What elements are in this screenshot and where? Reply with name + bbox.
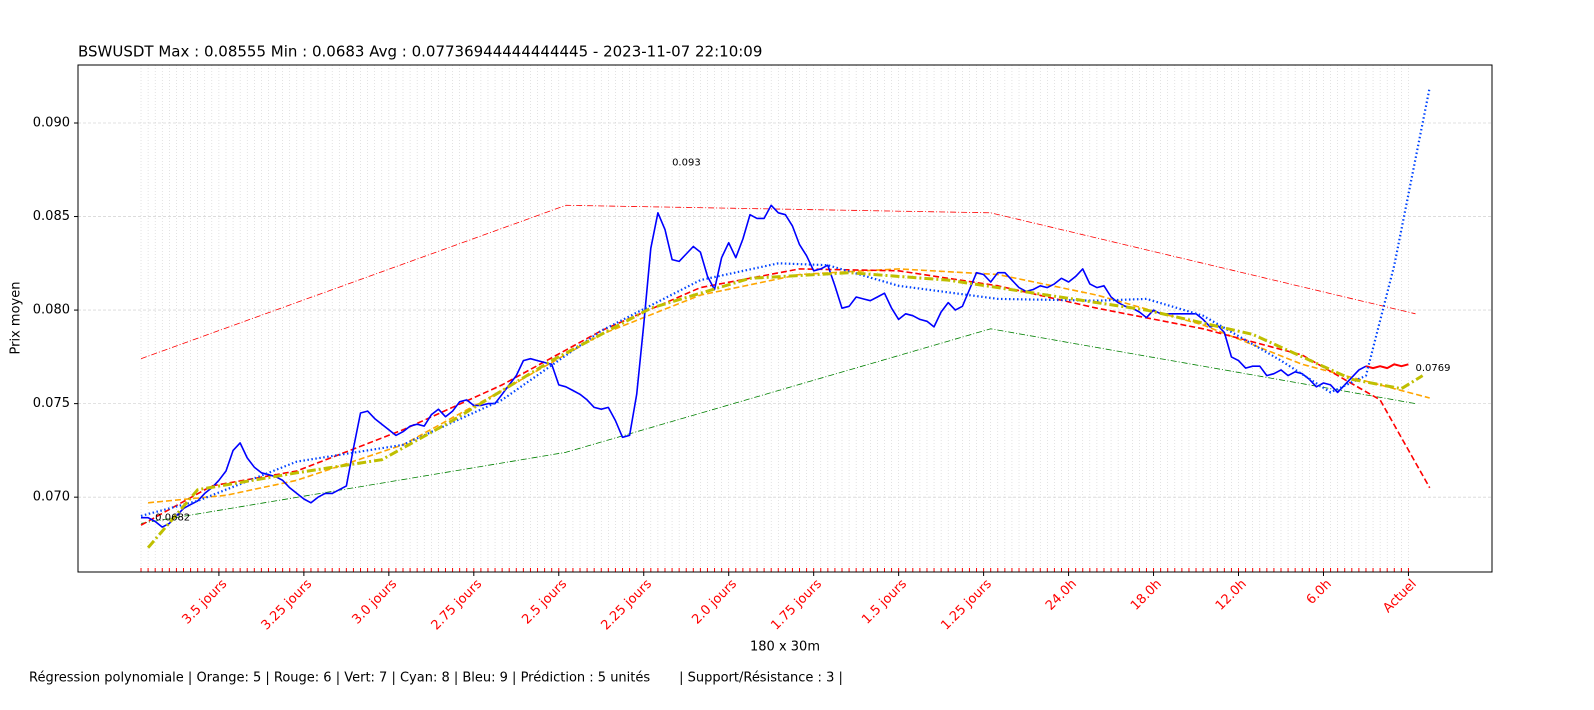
series-line	[148, 268, 1430, 504]
chart-title: BSWUSDT Max : 0.08555 Min : 0.0683 Avg :…	[78, 43, 762, 61]
x-tick-label: 2.25 jours	[598, 577, 655, 634]
series-line	[140, 268, 1431, 526]
x-tick-label: 3.0 jours	[349, 577, 400, 628]
y-axis-label: Prix moyen	[9, 282, 24, 355]
series-line	[1365, 363, 1409, 370]
y-tick-label: 0.070	[33, 490, 70, 505]
series-line	[140, 204, 1416, 360]
y-tick-label: 0.090	[33, 115, 70, 130]
x-tick-label: 3.5 jours	[179, 577, 230, 628]
x-tick-label: 3.25 jours	[259, 577, 316, 634]
x-tick-label: Actuel	[1380, 577, 1419, 616]
annotation: 0.093	[672, 157, 701, 168]
y-tick-label: 0.080	[33, 303, 70, 318]
annotation: 0.0769	[1416, 363, 1451, 374]
x-tick-label: 2.0 jours	[689, 577, 740, 628]
x-tick-label: 2.5 jours	[519, 577, 570, 628]
annotation: 0.0682	[155, 513, 190, 524]
x-tick-label: 1.75 jours	[768, 577, 825, 634]
series-line	[141, 204, 1367, 528]
x-tick-label: 12.0h	[1213, 577, 1250, 614]
y-tick-label: 0.085	[33, 209, 70, 224]
x-tick-label: 2.75 jours	[429, 577, 486, 634]
x-tick-label: 1.5 jours	[859, 577, 910, 628]
x-axis-label: 180 x 30m	[750, 640, 820, 655]
plot-frame	[77, 64, 1493, 573]
series-line	[146, 271, 1424, 549]
series-line	[140, 87, 1431, 517]
x-tick-label: 6.0h	[1304, 577, 1335, 608]
series-line	[140, 328, 1416, 524]
footer-note: Régression polynomiale | Orange: 5 | Rou…	[29, 671, 843, 686]
y-tick-label: 0.075	[33, 396, 70, 411]
x-tick-label: 1.25 jours	[938, 577, 995, 634]
x-tick-label: 18.0h	[1128, 577, 1165, 614]
x-tick-label: 24.0h	[1043, 577, 1080, 614]
